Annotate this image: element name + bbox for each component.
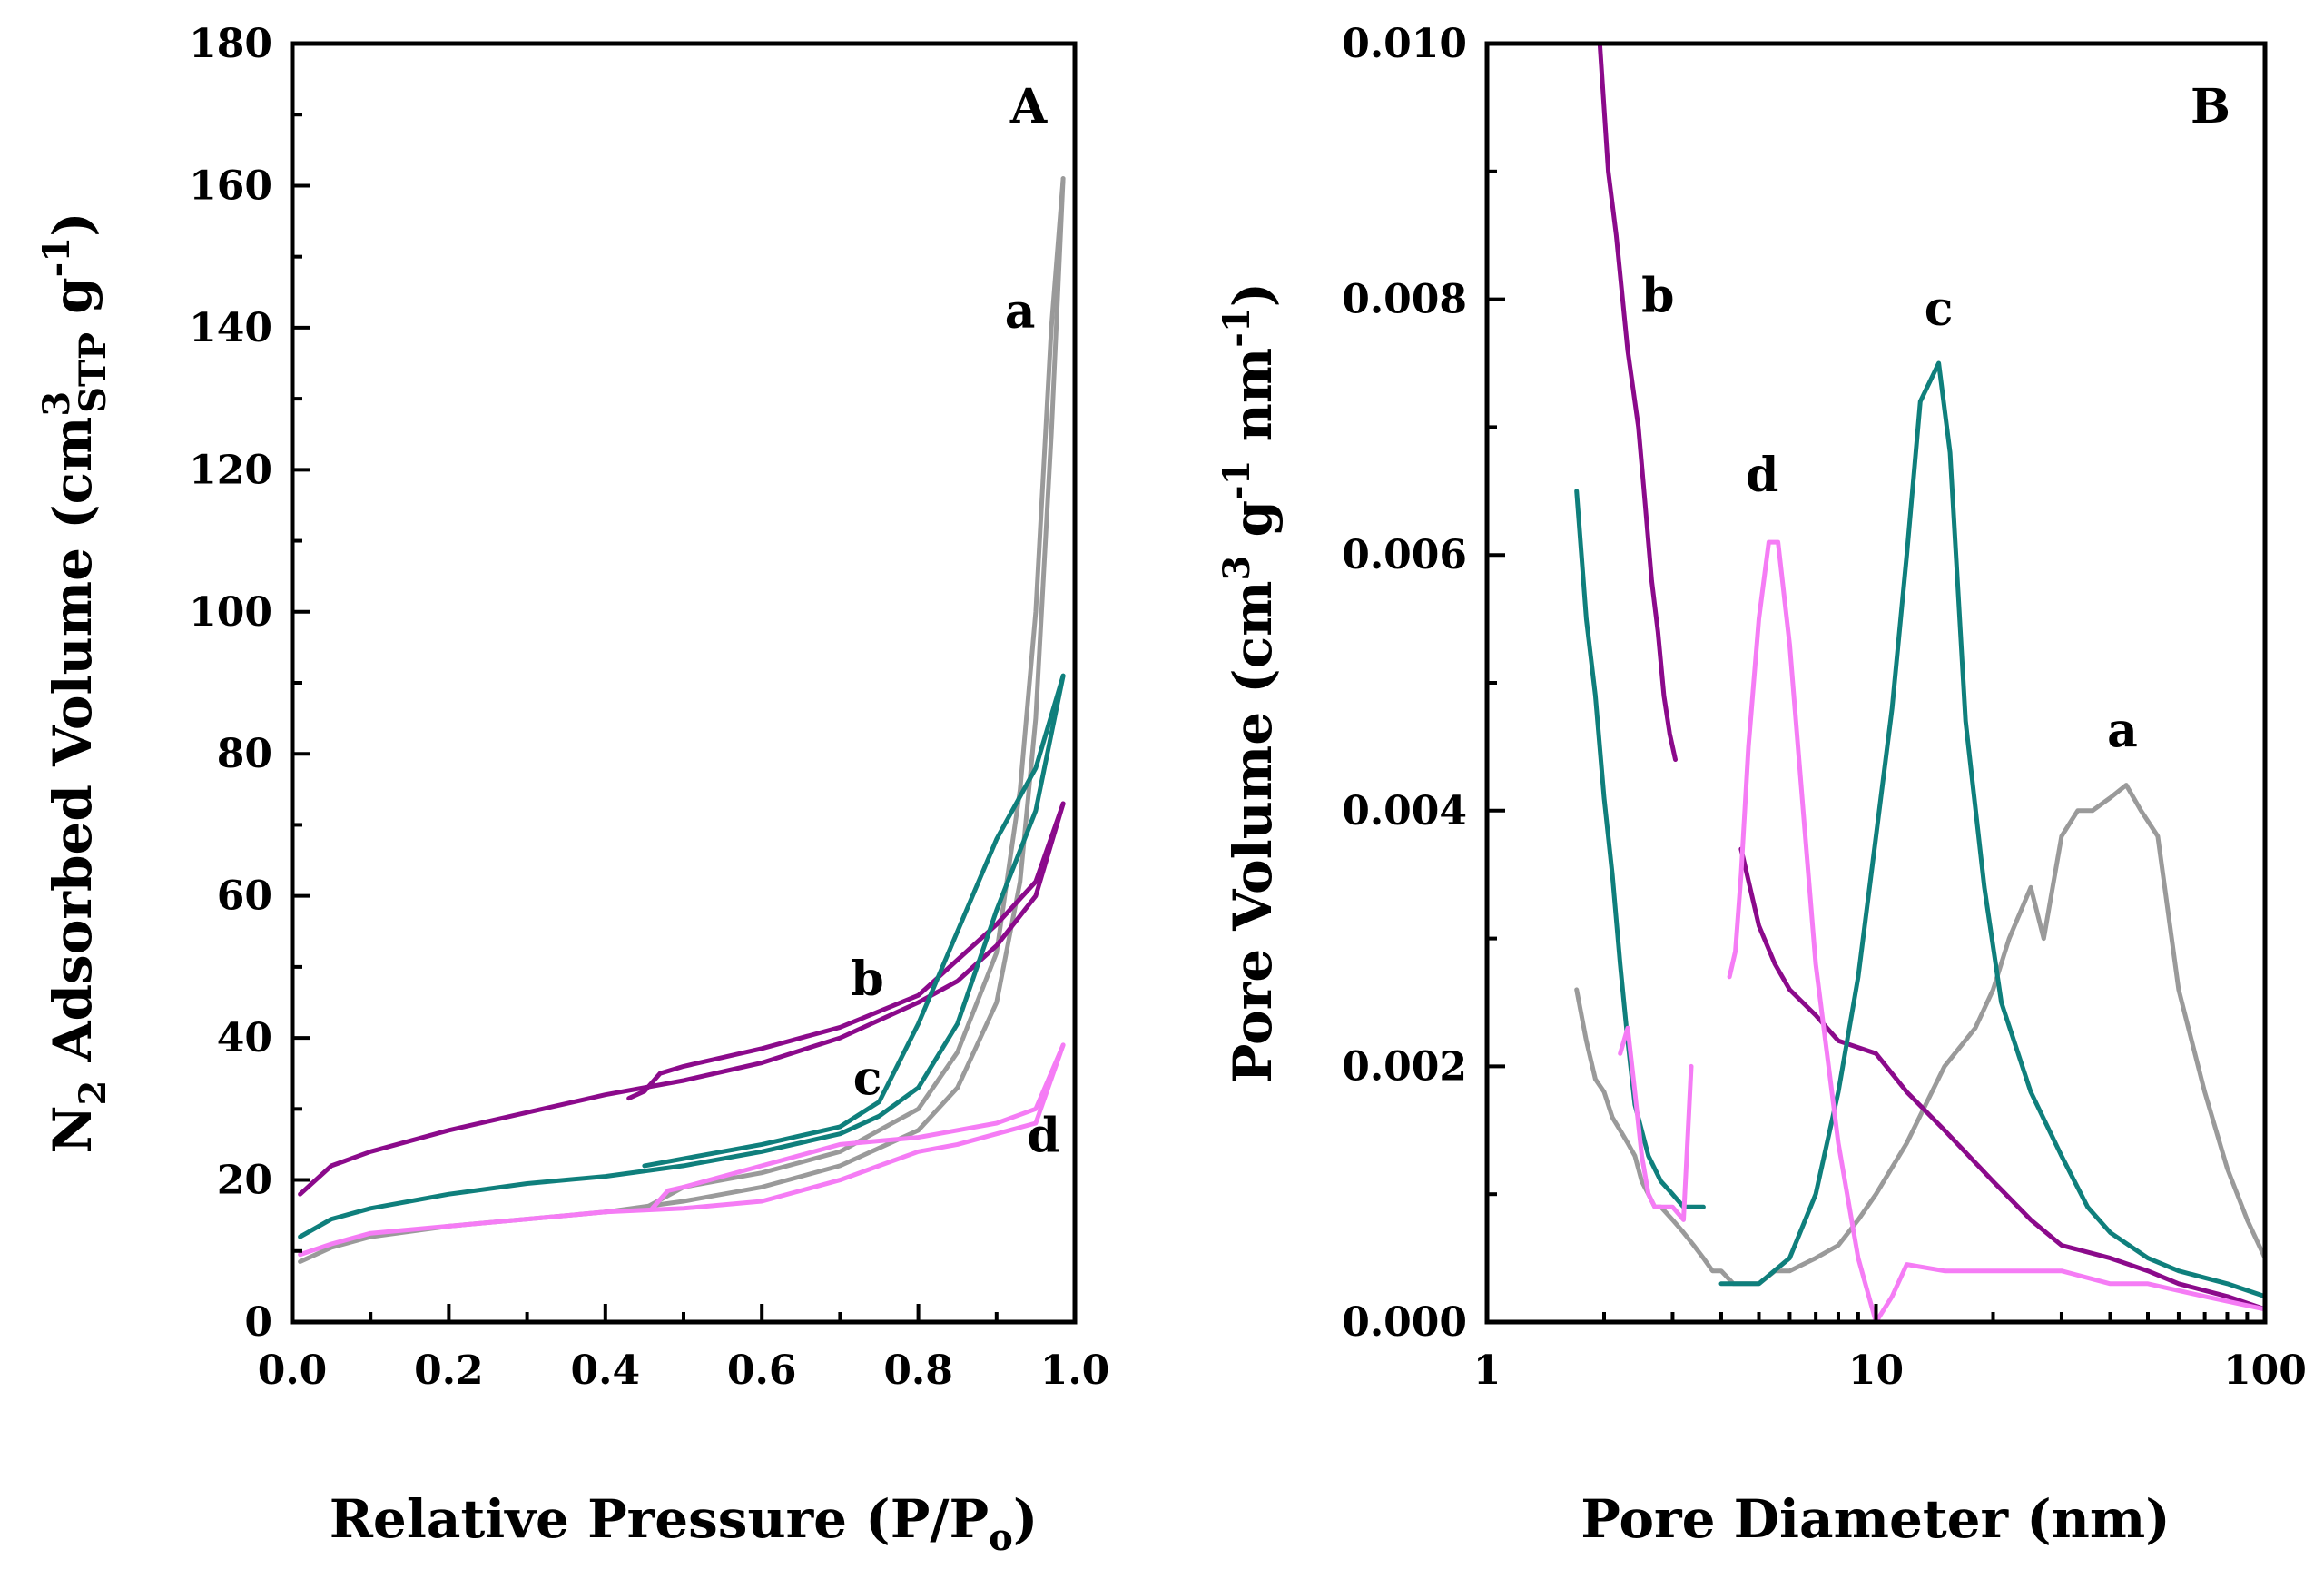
panel-b-series-a-segment-0: [1574, 783, 2268, 1287]
panel-b-ytick-label: 0.004: [1342, 788, 1467, 834]
panel-b-series-b-segment-0: [1597, 41, 1678, 762]
panel-b-series-c-segment-1: [1718, 360, 2268, 1299]
panel-a-series-b-adsorption: [298, 801, 1066, 1197]
panel-b-xlabel: Pore Diameter (nm): [1581, 1488, 2170, 1550]
panel-a-ytick-label: 100: [189, 589, 272, 636]
panel-b-ytick-label: 0.006: [1342, 532, 1467, 578]
panel-a-series-layer: a bc d: [298, 176, 1066, 1264]
panel-b-series-b-segment-1: [1738, 846, 2268, 1312]
panel-a-series-a-adsorption: [298, 176, 1066, 1264]
panel-a-series-label-a: a: [1005, 284, 1036, 340]
panel-b-series-c-segment-0: [1574, 489, 1706, 1209]
panel-b-series-label-c: c: [1925, 281, 1954, 337]
panel-b-ytick-label: 0.002: [1342, 1043, 1467, 1090]
panel-a-series-d-desorption: [650, 1042, 1066, 1211]
panel-b-ytick-label: 0.000: [1342, 1299, 1467, 1346]
panel-b-ytick-label: 0.010: [1342, 21, 1467, 67]
panel-b-ytick-label: 0.008: [1342, 277, 1467, 323]
panel-a-ytick-label: 40: [217, 1015, 272, 1061]
panel-b-chart: a b c d 1 10 100 0.000 0.002 0.004 0.006 0.008 0.01…: [1216, 21, 2307, 1550]
panel-a-series-label-b: b: [851, 952, 883, 1007]
panel-a-series-a-desorption: [603, 176, 1066, 1215]
panel-a-xlabel: Relative Pressure (P/Po): [330, 1488, 1039, 1559]
panel-a-ytick-label: 60: [217, 873, 272, 920]
panel-a-xtick-label: 0.2: [414, 1347, 484, 1394]
panel-b-series-label-b: b: [1641, 269, 1674, 324]
panel-b-xtick-label: 1: [1473, 1347, 1502, 1394]
panel-a-series-c-desorption: [642, 673, 1066, 1169]
panel-a-chart: a bc d 0.0 0.2 0.4 0.6 0.8 1.0 0 20 40 60 80 100 120 14…: [35, 21, 1109, 1559]
panel-a-ytick-label: 120: [189, 447, 272, 493]
panel-b-xtick-label: 100: [2223, 1347, 2307, 1394]
panel-a-label: A: [1009, 79, 1048, 134]
panel-a-xtick-label: 0.4: [571, 1347, 641, 1394]
panel-b-series-layer: a b c d: [1574, 41, 2268, 1325]
panel-a-xtick-label: 1.0: [1040, 1347, 1110, 1394]
panel-b-xtick-label: 10: [1848, 1347, 1904, 1394]
panel-b-series-d-segment-0: [1618, 1025, 1694, 1222]
panel-b-series-label-d: d: [1746, 448, 1778, 503]
panel-a-ytick-label: 80: [217, 731, 272, 777]
panel-a-series-b-desorption: [626, 801, 1066, 1101]
panel-a-ytick-label: 160: [189, 163, 272, 209]
panel-a-ytick-label: 20: [217, 1158, 272, 1204]
panel-a-series-d-adsorption: [298, 1042, 1066, 1258]
panel-b-series-d-segment-1: [1727, 539, 2268, 1325]
panel-a-ytick-label: 0: [244, 1299, 272, 1346]
panel-a-ytick-label: 140: [189, 305, 272, 351]
panel-a-ytick-label: 180: [189, 21, 272, 67]
panel-a-xtick-label: 0.8: [883, 1347, 953, 1394]
panel-a-series-label-d: d: [1027, 1108, 1059, 1163]
panel-a-ylabel: N2 Adsorbed Volume (cm3STP g-1): [35, 212, 114, 1153]
panel-b-ylabel: Pore Volume (cm3 g-1 nm-1): [1216, 282, 1284, 1083]
panel-b-label: B: [2191, 79, 2230, 134]
panel-b-ticks: 1 10 100 0.000 0.002 0.004 0.006 0.008 0.010: [1342, 21, 2307, 1394]
panel-a-ticks: 0.0 0.2 0.4 0.6 0.8 1.0 0 20 40 60 80 100 120 140 160 1…: [189, 21, 1109, 1394]
panel-a-series-label-c: c: [853, 1051, 882, 1107]
panel-a-xtick-label: 0.0: [258, 1347, 328, 1394]
panel-a-series-c-adsorption: [298, 673, 1066, 1239]
panel-b-series-label-a: a: [2107, 703, 2138, 758]
panel-a-xtick-label: 0.6: [727, 1347, 797, 1394]
panel-b-plot-frame: [1484, 41, 2268, 1325]
